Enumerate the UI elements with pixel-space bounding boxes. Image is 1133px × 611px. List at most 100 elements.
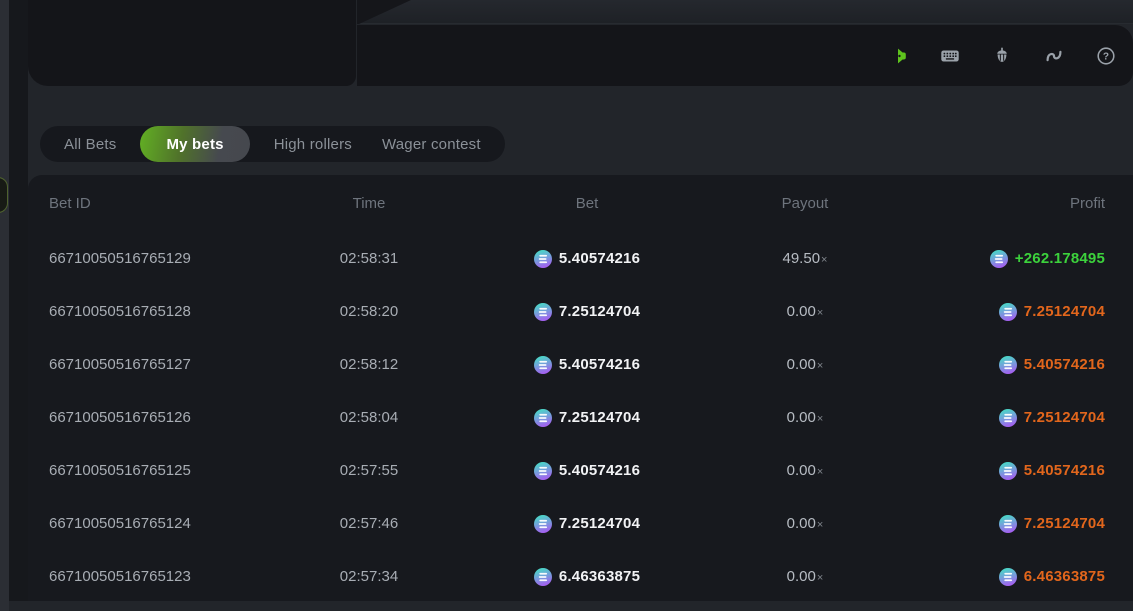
bets-tabbar: All Bets My bets High rollers Wager cont… — [40, 126, 505, 162]
table-row[interactable]: 66710050516765123 02:57:34 — [28, 550, 1133, 603]
payout-value: 49.50 — [782, 250, 821, 267]
bet-id-cell: 66710050516765128 — [49, 303, 191, 320]
col-header-time: Time — [352, 195, 386, 212]
solana-coin-icon — [533, 302, 552, 321]
table-header-row: Bet ID Time Bet Payout Profit — [28, 175, 1133, 232]
payout-cell: 0.00× — [696, 356, 914, 373]
multiplier-symbol: × — [821, 254, 828, 266]
bet-amount: 5.40574216 — [558, 250, 641, 267]
profit-amount: 5.40574216 — [1023, 356, 1105, 373]
bet-amount: 7.25124704 — [558, 515, 641, 532]
tab-my-bets[interactable]: My bets — [140, 126, 250, 162]
bet-id-cell: 66710050516765123 — [49, 568, 191, 585]
table-row[interactable]: 66710050516765124 02:57:46 — [28, 497, 1133, 550]
bet-id-cell: 66710050516765125 — [49, 462, 191, 479]
trends-icon[interactable] — [1043, 45, 1065, 67]
solana-coin-icon — [533, 567, 552, 586]
bet-cell: 7.25124704 — [478, 302, 696, 321]
help-icon[interactable]: ? — [1095, 45, 1117, 67]
solana-coin-icon — [998, 567, 1017, 586]
multiplier-symbol: × — [816, 466, 824, 478]
multiplier-symbol: × — [816, 413, 824, 425]
table-row[interactable]: 66710050516765128 02:58:20 — [28, 285, 1133, 338]
payout-value: 0.00 — [786, 356, 816, 373]
tab-wager-contest[interactable]: Wager contest — [381, 135, 481, 153]
solana-coin-icon — [998, 461, 1017, 480]
multiplier-symbol: × — [816, 572, 824, 584]
bet-id-cell: 66710050516765126 — [49, 409, 191, 426]
col-header-payout: Payout — [781, 195, 829, 212]
svg-text:?: ? — [1103, 51, 1109, 62]
bet-amount: 5.40574216 — [558, 462, 641, 479]
left-scrollbar[interactable] — [0, 0, 9, 611]
game-panel-left — [28, 0, 356, 86]
game-toolbar: ? — [357, 25, 1133, 86]
col-header-profit: Profit — [1069, 195, 1105, 212]
payout-value: 0.00 — [786, 462, 816, 479]
solana-coin-icon — [998, 302, 1017, 321]
profit-cell: 7.25124704 — [914, 302, 1124, 321]
bet-id-cell: 66710050516765127 — [49, 356, 191, 373]
game-canvas-wedge — [357, 0, 411, 24]
col-header-bet-id: Bet ID — [49, 195, 91, 212]
time-cell: 02:58:20 — [339, 303, 399, 320]
profit-amount: +262.178495 — [1014, 250, 1105, 267]
payout-value: 0.00 — [786, 515, 816, 532]
bet-cell: 5.40574216 — [478, 461, 696, 480]
time-cell: 02:57:46 — [339, 515, 399, 532]
bet-id-cell: 66710050516765129 — [49, 250, 191, 267]
table-body: 66710050516765129 02:58:31 — [28, 232, 1133, 603]
payout-value: 0.00 — [786, 568, 816, 585]
payout-cell: 0.00× — [696, 515, 914, 532]
solana-coin-icon — [998, 514, 1017, 533]
side-drawer-handle[interactable] — [0, 177, 8, 213]
time-cell: 02:58:04 — [339, 409, 399, 426]
bet-id-cell: 66710050516765124 — [49, 515, 191, 532]
table-row[interactable]: 66710050516765129 02:58:31 — [28, 232, 1133, 285]
solana-coin-icon — [989, 249, 1008, 268]
solana-coin-icon — [533, 249, 552, 268]
payout-cell: 0.00× — [696, 568, 914, 585]
time-cell: 02:57:34 — [339, 568, 399, 585]
multiplier-symbol: × — [816, 360, 824, 372]
solana-coin-icon — [998, 408, 1017, 427]
bet-cell: 7.25124704 — [478, 514, 696, 533]
solana-coin-icon — [998, 355, 1017, 374]
bet-amount: 7.25124704 — [558, 303, 641, 320]
payout-cell: 49.50× — [696, 250, 914, 267]
profit-amount: 5.40574216 — [1023, 462, 1105, 479]
payout-value: 0.00 — [786, 409, 816, 426]
volume-icon[interactable] — [887, 45, 909, 67]
solana-coin-icon — [533, 514, 552, 533]
table-row[interactable]: 66710050516765125 02:57:55 — [28, 444, 1133, 497]
bet-cell: 7.25124704 — [478, 408, 696, 427]
tab-all-bets[interactable]: All Bets — [64, 135, 117, 153]
payout-cell: 0.00× — [696, 409, 914, 426]
bet-cell: 5.40574216 — [478, 355, 696, 374]
solana-coin-icon — [533, 355, 552, 374]
profit-amount: 7.25124704 — [1023, 303, 1105, 320]
solana-coin-icon — [533, 461, 552, 480]
payout-value: 0.00 — [786, 303, 816, 320]
game-canvas-edge — [357, 0, 1133, 24]
bet-amount: 5.40574216 — [558, 356, 641, 373]
payout-cell: 0.00× — [696, 303, 914, 320]
tab-high-rollers[interactable]: High rollers — [273, 135, 352, 153]
profit-cell: 6.46363875 — [914, 567, 1124, 586]
multiplier-symbol: × — [816, 307, 824, 319]
table-row[interactable]: 66710050516765126 02:58:04 — [28, 391, 1133, 444]
keyboard-icon[interactable] — [939, 45, 961, 67]
table-row[interactable]: 66710050516765127 02:58:12 — [28, 338, 1133, 391]
bets-table: Bet ID Time Bet Payout Profit 6671005051… — [28, 175, 1133, 601]
bet-amount: 7.25124704 — [558, 409, 641, 426]
time-cell: 02:58:31 — [339, 250, 399, 267]
time-cell: 02:57:55 — [339, 462, 399, 479]
profit-amount: 7.25124704 — [1023, 515, 1105, 532]
left-gutter — [9, 0, 28, 601]
seed-icon[interactable] — [991, 45, 1013, 67]
profit-cell: 7.25124704 — [914, 514, 1124, 533]
time-cell: 02:58:12 — [339, 356, 399, 373]
profit-amount: 7.25124704 — [1023, 409, 1105, 426]
bet-cell: 6.46363875 — [478, 567, 696, 586]
